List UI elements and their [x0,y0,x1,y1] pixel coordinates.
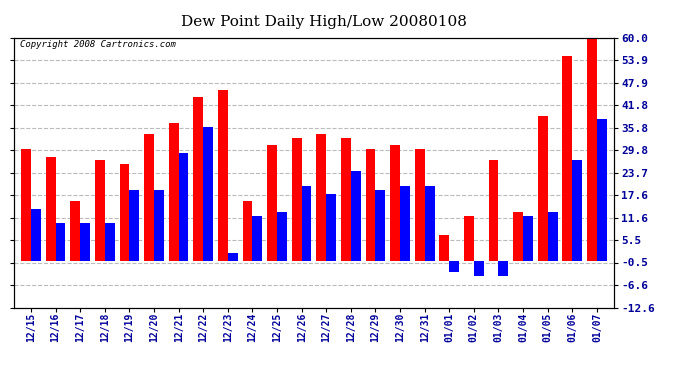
Bar [243,201,253,261]
Bar [218,90,228,261]
Bar [548,212,558,261]
Bar [375,190,385,261]
Bar [538,116,548,261]
Bar [277,212,287,261]
Bar [400,186,410,261]
Bar [449,261,459,272]
Bar [228,253,237,261]
Bar [302,186,311,261]
Bar [31,209,41,261]
Bar [572,160,582,261]
Bar [267,146,277,261]
Bar [130,190,139,261]
Bar [351,171,361,261]
Bar [105,224,115,261]
Bar [95,160,105,261]
Bar [597,119,607,261]
Text: Dew Point Daily High/Low 20080108: Dew Point Daily High/Low 20080108 [181,15,467,29]
Bar [154,190,164,261]
Bar [523,216,533,261]
Bar [204,127,213,261]
Bar [474,261,484,276]
Bar [341,138,351,261]
Bar [70,201,80,261]
Bar [464,216,474,261]
Bar [193,97,204,261]
Bar [179,153,188,261]
Bar [80,224,90,261]
Bar [317,134,326,261]
Bar [415,149,424,261]
Bar [562,56,572,261]
Bar [46,156,56,261]
Bar [326,194,336,261]
Bar [513,212,523,261]
Bar [56,224,66,261]
Bar [489,160,498,261]
Bar [21,149,31,261]
Bar [424,186,435,261]
Text: Copyright 2008 Cartronics.com: Copyright 2008 Cartronics.com [20,40,176,49]
Bar [253,216,262,261]
Bar [169,123,179,261]
Bar [440,235,449,261]
Bar [119,164,130,261]
Bar [366,149,375,261]
Bar [391,146,400,261]
Bar [587,38,597,261]
Bar [292,138,302,261]
Bar [144,134,154,261]
Bar [498,261,509,276]
